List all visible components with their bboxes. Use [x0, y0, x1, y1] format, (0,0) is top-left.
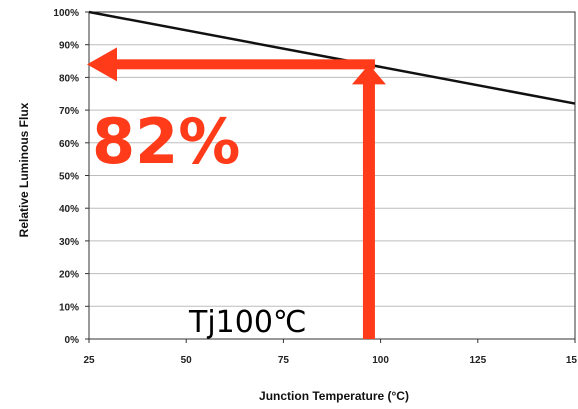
- callout-temperature-label: Tj100℃: [188, 305, 307, 340]
- horizontal-arrow-head: [87, 47, 117, 82]
- vertical-arrow-head: [351, 64, 386, 85]
- y-tick-label: 40%: [59, 204, 79, 215]
- x-tick-label: 25: [83, 355, 95, 366]
- y-tick-label: 50%: [59, 172, 79, 183]
- series-line: [88, 10, 576, 105]
- y-tick-label: 100%: [53, 8, 79, 19]
- y-tick-label: 20%: [59, 270, 79, 281]
- y-tick-label: 10%: [59, 302, 79, 313]
- horizontal-arrow-shaft: [115, 59, 375, 70]
- x-tick-label: 100: [372, 355, 389, 366]
- y-tick-labels: 0% 10% 20% 30% 40% 50% 60% 70% 80% 90% 100%: [53, 8, 79, 346]
- x-tick-label: 125: [469, 355, 486, 366]
- grid-lines: [85, 11, 575, 340]
- series-lines: [88, 10, 576, 105]
- y-tick-label: 30%: [59, 237, 79, 248]
- annotation-arrows: [87, 47, 386, 339]
- y-tick-label: 0%: [65, 335, 80, 346]
- x-tick-label: 50: [181, 355, 193, 366]
- plot-area-border: [88, 11, 576, 340]
- y-tick-label: 90%: [59, 41, 79, 52]
- y-tick-label: 60%: [59, 139, 79, 150]
- x-axis-title: Junction Temperature (°C): [259, 389, 409, 403]
- y-tick-label: 70%: [59, 106, 79, 117]
- vertical-arrow-shaft: [362, 82, 375, 339]
- callout-value-label: 82%: [92, 105, 240, 178]
- x-tick-label: 15: [566, 355, 578, 366]
- x-tick-label: 75: [278, 355, 290, 366]
- y-axis-title: Relative Luminous Flux: [17, 102, 31, 237]
- x-tick-labels: 25 50 75 100 125 15: [83, 339, 577, 366]
- y-tick-label: 80%: [59, 73, 79, 84]
